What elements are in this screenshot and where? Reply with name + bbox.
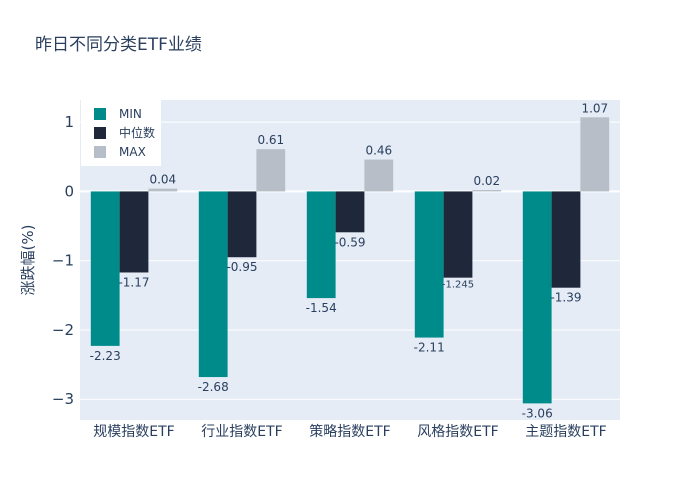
y-tick-label: 1: [64, 113, 74, 131]
y-tick-labels: −3 −2 −1 0 1: [52, 113, 74, 408]
legend-label[interactable]: MIN: [119, 107, 142, 121]
bar-中位数: [443, 191, 473, 278]
x-tick-label: 风格指数ETF: [417, 424, 498, 440]
bar-MIN: [198, 191, 228, 378]
y-axis-label: 涨跌幅(%): [19, 225, 37, 296]
bar-MIN: [414, 191, 444, 338]
x-tick-labels: 规模指数ETF 行业指数ETF 策略指数ETF 风格指数ETF 主题指数ETF: [93, 423, 606, 440]
data-label: -1.39: [550, 291, 581, 305]
bar-MAX: [364, 159, 394, 192]
bars: [90, 117, 610, 404]
legend-label[interactable]: MAX: [119, 145, 146, 159]
x-tick-label: 主题指数ETF: [525, 424, 606, 440]
legend-swatch[interactable]: [94, 146, 106, 158]
bar-中位数: [227, 191, 257, 258]
x-tick-label: 行业指数ETF: [201, 424, 282, 440]
data-label: -2.11: [414, 341, 445, 355]
y-tick-label: −3: [52, 390, 74, 408]
bar-MAX: [580, 117, 610, 192]
data-label: -1.17: [118, 275, 149, 289]
data-label: 0.02: [473, 174, 500, 188]
data-label: 0.46: [365, 144, 392, 158]
bar-MAX: [472, 190, 502, 192]
bar-中位数: [119, 191, 149, 273]
data-label: -0.95: [226, 260, 257, 274]
data-label: 0.61: [257, 133, 284, 147]
data-label: -2.68: [198, 380, 229, 394]
bar-中位数: [551, 191, 581, 288]
x-tick-label: 规模指数ETF: [93, 424, 174, 440]
y-tick-label: −2: [52, 321, 74, 339]
data-label: 0.04: [149, 173, 176, 187]
bar-MAX: [256, 149, 286, 192]
chart-title: 昨日不同分类ETF业绩: [35, 35, 202, 55]
data-label: -2.23: [90, 349, 121, 363]
bar-MIN: [90, 191, 120, 346]
bar-MIN: [522, 191, 552, 404]
data-label: -1.245: [442, 280, 474, 291]
bar-MIN: [306, 191, 336, 299]
legend[interactable]: MIN 中位数 MAX: [81, 100, 161, 166]
y-tick-label: −1: [52, 252, 74, 270]
bar-labels: -2.23 -1.17 0.04 -2.68 -0.95 0.61 -1.54 -0.59 0.…: [90, 101, 608, 420]
data-label: -1.54: [306, 301, 337, 315]
x-tick-label: 策略指数ETF: [309, 423, 390, 440]
legend-swatch[interactable]: [94, 108, 106, 120]
data-label: -3.06: [522, 406, 553, 420]
legend-swatch[interactable]: [94, 127, 106, 139]
bar-中位数: [335, 191, 365, 233]
bar-MAX: [148, 188, 178, 192]
y-tick-label: 0: [64, 182, 74, 200]
data-label: -0.59: [334, 235, 365, 249]
legend-label[interactable]: 中位数: [119, 125, 155, 140]
data-label: 1.07: [581, 101, 608, 115]
